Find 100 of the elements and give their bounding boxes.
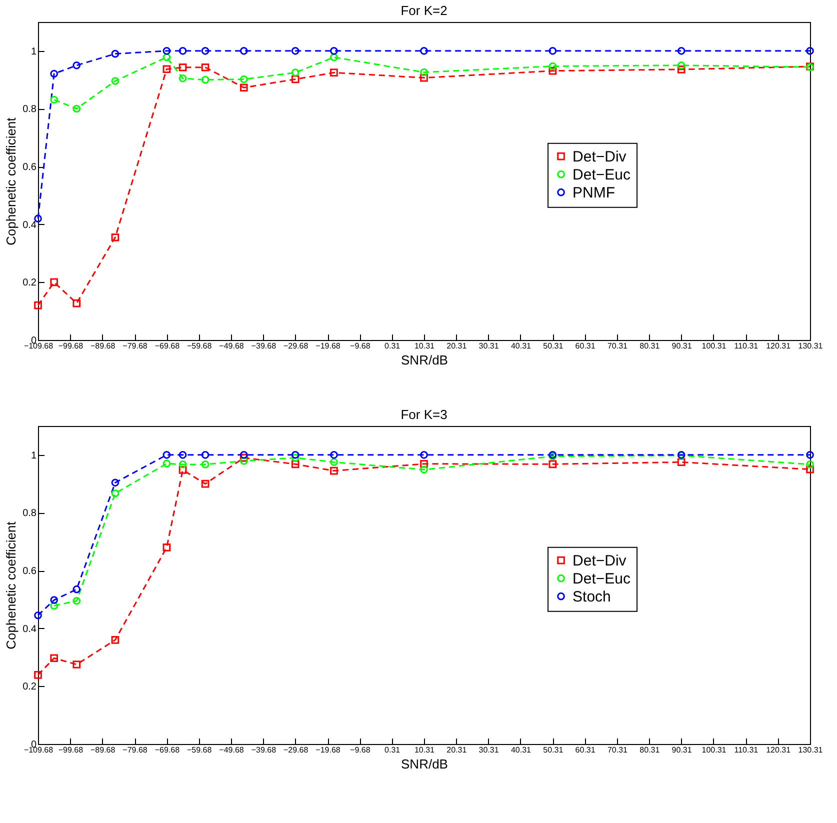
- x-tick-label: −39.68: [251, 342, 277, 350]
- point: [420, 466, 428, 474]
- point: [548, 460, 557, 468]
- x-tick-label: 80.31: [640, 342, 660, 350]
- point: [240, 457, 248, 465]
- point: [677, 47, 686, 55]
- x-tick-label: −89.68: [90, 342, 116, 350]
- x-tick-label: −99.68: [58, 342, 84, 350]
- point: [162, 53, 171, 62]
- point: [420, 68, 428, 76]
- point: [72, 596, 81, 605]
- point: [50, 70, 58, 78]
- point: [240, 84, 248, 92]
- point: [291, 68, 300, 76]
- point: [111, 489, 120, 498]
- x-tick-label: 50.31: [543, 342, 564, 350]
- x-tick-label: 100.31: [702, 342, 727, 350]
- x-tick-label: 90.31: [672, 746, 692, 754]
- point: [162, 451, 171, 459]
- point: [34, 301, 42, 310]
- point: [72, 585, 81, 594]
- point: [240, 454, 248, 462]
- point: [178, 74, 187, 82]
- point: [201, 480, 210, 488]
- point: [111, 478, 120, 487]
- x-tick-label: 10.31: [414, 342, 436, 350]
- point: [330, 451, 338, 459]
- point: [806, 465, 814, 474]
- x-tick-label: −39.68: [251, 746, 277, 754]
- point: [291, 47, 300, 55]
- point: [34, 214, 42, 222]
- x-tick-label: −59.68: [186, 342, 212, 350]
- point: [178, 466, 187, 474]
- point: [420, 451, 428, 459]
- x-tick-label: −79.68: [122, 746, 148, 754]
- point: [806, 451, 814, 459]
- point: [178, 63, 187, 72]
- x-tick-label: 0.31: [384, 342, 401, 350]
- y-tick-label: 0.6: [22, 566, 37, 578]
- point: [111, 233, 120, 242]
- x-tick-label: 120.31: [766, 746, 792, 754]
- legend-label: PNMF: [572, 184, 616, 202]
- x-tick-label: 50.31: [543, 746, 564, 754]
- point: [201, 451, 210, 459]
- y-tick-label: 0.8: [22, 104, 37, 116]
- x-tick-label: 20.31: [446, 746, 468, 754]
- x-tick-label: −9.68: [350, 342, 371, 350]
- point: [420, 47, 428, 55]
- x-tick-label: 110.31: [734, 746, 759, 754]
- x-tick-label: 60.31: [575, 746, 596, 754]
- point: [677, 61, 686, 70]
- x-tick-label: 60.31: [575, 342, 596, 350]
- point: [240, 451, 248, 459]
- point: [178, 47, 187, 55]
- y-tick-label: 0.6: [22, 162, 37, 174]
- x-axis-title: SNR/dB: [401, 352, 448, 368]
- point: [330, 68, 338, 77]
- x-tick-label: 90.31: [672, 342, 692, 350]
- x-tick-label: 40.31: [510, 746, 532, 754]
- point: [240, 47, 248, 55]
- point: [34, 611, 42, 620]
- point: [330, 466, 338, 475]
- point: [72, 299, 81, 308]
- x-tick-label: −49.68: [219, 342, 244, 350]
- x-tick-label: 20.31: [446, 342, 468, 350]
- x-tick-label: −69.68: [154, 342, 180, 350]
- x-tick-label: −9.68: [350, 746, 371, 754]
- x-tick-label: 100.31: [702, 746, 727, 754]
- point: [420, 74, 428, 82]
- point: [330, 53, 338, 62]
- point: [330, 47, 338, 55]
- point: [72, 61, 81, 70]
- point: [162, 544, 171, 552]
- x-tick-label: −19.68: [316, 342, 341, 350]
- point: [291, 451, 300, 459]
- chart-title: For K=3: [400, 407, 448, 422]
- point: [111, 50, 120, 58]
- x-tick-label: −69.68: [154, 746, 180, 754]
- y-axis-title: Cophenetic coefficient: [4, 117, 19, 246]
- point: [72, 104, 81, 113]
- point: [50, 96, 58, 104]
- point: [677, 66, 686, 74]
- x-axis-title: SNR/dB: [401, 756, 448, 772]
- point: [201, 460, 210, 468]
- point: [162, 460, 171, 468]
- y-tick-label: 0.2: [22, 682, 37, 693]
- point: [178, 451, 187, 459]
- point: [806, 47, 814, 55]
- point: [291, 460, 300, 468]
- x-tick-label: −59.68: [186, 746, 212, 754]
- point: [50, 596, 58, 604]
- x-tick-label: 30.31: [478, 342, 500, 350]
- point: [111, 77, 120, 85]
- x-tick-label: −109.68: [24, 342, 54, 350]
- legend-label: Stoch: [572, 588, 611, 606]
- point: [34, 670, 42, 679]
- point: [162, 65, 171, 74]
- chart-title: For K=2: [400, 3, 448, 18]
- y-tick-label: 0.4: [22, 624, 37, 635]
- x-tick-label: 110.31: [734, 342, 759, 350]
